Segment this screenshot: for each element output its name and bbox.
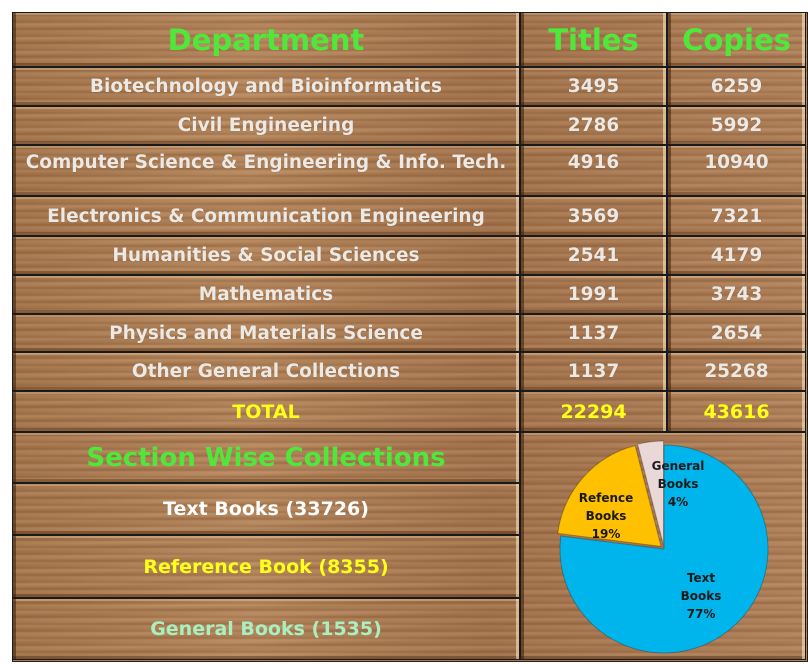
copies-cell-text: 6259: [710, 76, 763, 97]
pie-label: General: [652, 459, 705, 473]
titles-cell: 3495: [520, 67, 667, 106]
pie-slice-text-books: [559, 444, 769, 654]
header-department: Department: [12, 12, 520, 67]
section-title: Section Wise Collections: [12, 432, 520, 483]
titles-cell: 1137: [520, 352, 667, 391]
header-copies-text: Copies: [682, 22, 791, 57]
titles-cell-text: 1137: [567, 361, 620, 382]
department-cell-text: Physics and Materials Science: [109, 322, 423, 344]
copies-cell: 2654: [667, 314, 806, 352]
copies-cell: 10940: [667, 145, 806, 196]
copies-cell: 4179: [667, 236, 806, 275]
department-cell: Biotechnology and Bioinformatics: [12, 67, 520, 106]
total-titles: 22294: [520, 391, 667, 432]
titles-cell: 1137: [520, 314, 667, 352]
copies-cell: 25268: [667, 352, 806, 391]
titles-cell-text: 3569: [567, 205, 620, 227]
pie-label: Text: [687, 571, 715, 585]
pie-slice-general-books: [637, 440, 664, 546]
department-cell-text: Biotechnology and Bioinformatics: [89, 76, 443, 97]
department-cell-text: Computer Science & Engineering & Info. T…: [25, 152, 507, 173]
copies-cell-text: 2654: [710, 322, 763, 344]
header-titles-text: Titles: [548, 22, 639, 57]
copies-cell-text: 4179: [710, 245, 763, 266]
titles-cell: 1991: [520, 275, 667, 314]
department-cell-text: Other General Collections: [131, 361, 401, 382]
total-label: TOTAL: [12, 391, 520, 432]
department-cell: Computer Science & Engineering & Info. T…: [12, 145, 520, 196]
total-copies: 43616: [667, 391, 806, 432]
copies-cell-text: 10940: [704, 152, 769, 173]
copies-cell-text: 5992: [710, 115, 763, 136]
pie-label: 19%: [592, 527, 621, 541]
titles-cell: 2786: [520, 106, 667, 145]
copies-cell: 6259: [667, 67, 806, 106]
pie-label: Books: [681, 589, 722, 603]
titles-cell: 2541: [520, 236, 667, 275]
section-text-books-text: Text Books (33726): [163, 498, 369, 520]
total-label-text: TOTAL: [232, 400, 300, 423]
titles-cell-text: 1137: [567, 322, 620, 344]
total-titles-text: 22294: [560, 400, 627, 423]
department-cell-text: Electronics & Communication Engineering: [47, 205, 485, 227]
titles-cell-text: 2786: [567, 115, 620, 136]
pie-label: Books: [586, 509, 627, 523]
department-cell: Humanities & Social Sciences: [12, 236, 520, 275]
titles-cell-text: 4916: [567, 152, 620, 173]
department-cell-text: Humanities & Social Sciences: [112, 245, 420, 266]
section-general-books-text: General Books (1535): [150, 618, 382, 640]
header-department-text: Department: [167, 22, 365, 57]
pie-chart-panel: Text Books 77% Refence Books 19% General Books 4…: [520, 432, 806, 660]
section-reference-books-text: Reference Book (8355): [143, 555, 389, 578]
department-cell: Other General Collections: [12, 352, 520, 391]
department-cell: Mathematics: [12, 275, 520, 314]
titles-cell: 3569: [520, 196, 667, 236]
section-title-text: Section Wise Collections: [86, 442, 446, 473]
copies-cell-text: 25268: [704, 361, 769, 382]
total-copies-text: 43616: [703, 400, 770, 423]
pie-slice-refence-books: [557, 445, 662, 547]
department-cell: Physics and Materials Science: [12, 314, 520, 352]
pie-chart: Text Books 77% Refence Books 19% General Books 4…: [557, 440, 769, 654]
copies-cell: 7321: [667, 196, 806, 236]
section-general-books: General Books (1535): [12, 598, 520, 660]
section-text-books: Text Books (33726): [12, 483, 520, 535]
section-reference-books: Reference Book (8355): [12, 535, 520, 598]
pie-label: Refence: [579, 491, 634, 505]
pie-label: 77%: [687, 607, 716, 621]
pie-label: 4%: [668, 495, 688, 509]
titles-cell-text: 3495: [567, 76, 620, 97]
header-copies: Copies: [667, 12, 806, 67]
department-cell: Civil Engineering: [12, 106, 520, 145]
copies-cell-text: 3743: [710, 284, 763, 305]
department-cell-text: Mathematics: [198, 284, 334, 305]
copies-cell: 5992: [667, 106, 806, 145]
copies-cell: 3743: [667, 275, 806, 314]
titles-cell: 4916: [520, 145, 667, 196]
titles-cell-text: 2541: [567, 245, 620, 266]
department-cell: Electronics & Communication Engineering: [12, 196, 520, 236]
titles-cell-text: 1991: [567, 284, 620, 305]
header-titles: Titles: [520, 12, 667, 67]
copies-cell-text: 7321: [710, 205, 763, 227]
department-cell-text: Civil Engineering: [177, 115, 355, 136]
pie-label: Books: [658, 477, 699, 491]
